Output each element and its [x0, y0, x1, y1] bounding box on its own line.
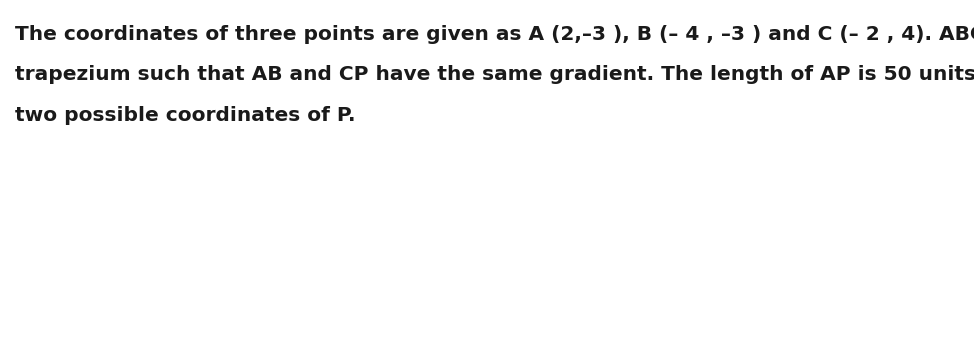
Text: two possible coordinates of P.: two possible coordinates of P.: [15, 106, 356, 125]
Text: trapezium such that AB and CP have the same gradient. The length of AP is 50 uni: trapezium such that AB and CP have the s…: [15, 65, 974, 84]
Text: The coordinates of three points are given as A (2,–3 ), B (– 4 , –3 ) and C (– 2: The coordinates of three points are give…: [15, 25, 974, 44]
